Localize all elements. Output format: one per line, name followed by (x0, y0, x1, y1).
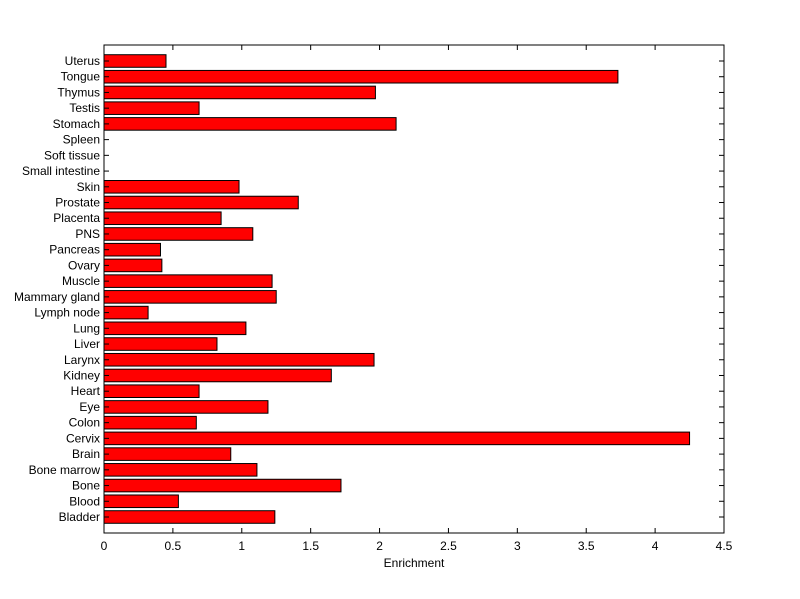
bar-colon (103, 415, 197, 430)
x-tick-label: 1 (238, 539, 245, 553)
y-tick-label: Kidney (63, 368, 100, 382)
bar-skin (103, 180, 240, 194)
y-tick-label: Placenta (53, 211, 100, 225)
y-tick-label: Muscle (62, 274, 100, 288)
y-tick-label: Brain (72, 447, 100, 461)
y-tick-label: Skin (77, 180, 100, 194)
x-tick-label: 4 (652, 539, 659, 553)
y-tick-label: Heart (71, 384, 101, 398)
y-tick-label: Small intestine (22, 164, 100, 178)
ticks-group (103, 45, 725, 533)
bar-cervix (103, 431, 691, 446)
bar-bladder (103, 510, 276, 524)
bar-ovary (103, 258, 163, 273)
x-tick-label: 0.5 (165, 539, 182, 553)
bar-brain (103, 447, 232, 461)
bar-kidney (103, 368, 332, 383)
y-tick-label: Stomach (53, 117, 100, 131)
bar-lymph-node (103, 305, 149, 320)
bar-testis (103, 101, 200, 115)
bar-liver (103, 337, 218, 351)
y-tick-label: Liver (74, 337, 100, 351)
y-tick-label: Spleen (63, 133, 100, 147)
y-tick-label: Uterus (65, 54, 100, 68)
y-tick-label: Tongue (61, 70, 101, 84)
bar-pancreas (103, 242, 161, 257)
x-axis-label: Enrichment (384, 556, 445, 570)
bar-blood (103, 494, 179, 509)
y-tick-label: Cervix (66, 431, 100, 445)
x-tick-label: 0 (101, 539, 108, 553)
x-tick-labels: 0 0.5 1 1.5 2 2.5 3 3.5 4 4.5 (101, 539, 733, 553)
y-tick-label: PNS (75, 227, 100, 241)
x-tick-label: 3 (514, 539, 521, 553)
bar-tongue (103, 69, 619, 84)
bar-bone-marrow (103, 463, 258, 477)
bar-stomach (103, 117, 397, 131)
y-tick-label: Lymph node (34, 306, 100, 320)
bar-lung (103, 321, 247, 336)
y-tick-label: Ovary (68, 258, 100, 272)
bar-bone (103, 478, 342, 493)
bar-larynx (103, 352, 375, 367)
x-tick-label: 2.5 (440, 539, 457, 553)
y-tick-label: Bladder (59, 510, 100, 524)
y-tick-label: Bone (72, 479, 100, 493)
x-tick-label: 1.5 (302, 539, 319, 553)
bar-heart (103, 384, 200, 399)
y-tick-label: Mammary gland (14, 290, 100, 304)
x-tick-label: 2 (376, 539, 383, 553)
bar-mammary-gland (103, 290, 277, 304)
bar-uterus (103, 54, 167, 68)
y-tick-label: Testis (69, 101, 100, 115)
y-tick-label: Prostate (55, 196, 100, 210)
x-tick-label: 4.5 (716, 539, 733, 553)
bar-pns (103, 227, 254, 241)
bar-muscle (103, 274, 273, 288)
y-tick-label: Larynx (64, 353, 100, 367)
y-tick-label: Pancreas (49, 243, 100, 257)
y-tick-label: Lung (73, 321, 100, 335)
bar-prostate (103, 195, 299, 210)
bars-group (103, 54, 691, 524)
y-tick-label: Bone marrow (29, 463, 101, 477)
x-tick-label: 3.5 (578, 539, 595, 553)
y-tick-label: Soft tissue (44, 148, 100, 162)
y-tick-label: Blood (69, 494, 100, 508)
bar-placenta (103, 211, 222, 226)
y-tick-label: Thymus (57, 85, 100, 99)
y-tick-label: Eye (79, 400, 100, 414)
bar-thymus (103, 85, 376, 100)
y-tick-label: Colon (69, 416, 100, 430)
bar-eye (103, 400, 269, 414)
